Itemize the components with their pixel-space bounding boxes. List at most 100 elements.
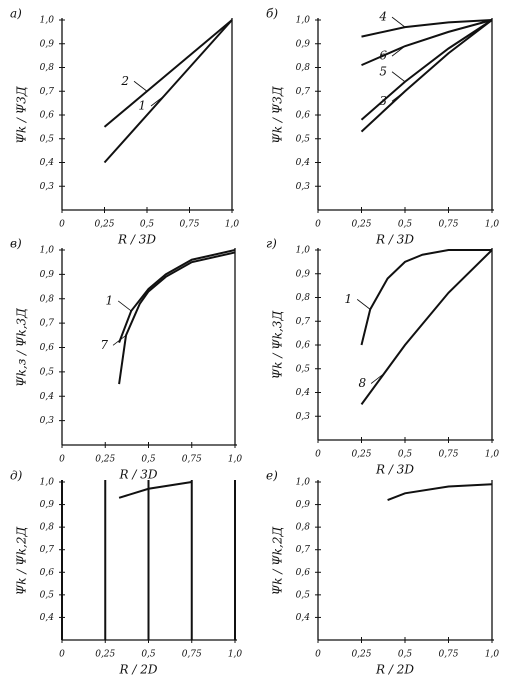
y-tick-label: 0,9 [40, 270, 55, 280]
y-tick-label: 0,7 [296, 317, 311, 327]
y-tick-label: 0,3 [40, 416, 55, 426]
x-axis-label: R / 3D [375, 233, 414, 247]
x-axis-label: R / 3D [119, 468, 158, 482]
y-tick-label: 0,6 [40, 343, 55, 353]
panel-label: а) [10, 7, 22, 21]
x-tick-label: 0,75 [179, 220, 199, 230]
y-tick-label: 0,9 [40, 500, 55, 510]
x-tick-label: 1,0 [485, 220, 500, 230]
y-tick-label: 1,0 [296, 478, 311, 488]
x-tick-label: 0,25 [95, 455, 115, 465]
x-tick-label: 0,25 [95, 650, 115, 660]
x-tick-label: 0,75 [438, 450, 458, 460]
x-tick-label: 0,25 [94, 220, 114, 230]
curve-label: 1 [345, 292, 353, 306]
y-tick-label: 0,6 [40, 111, 55, 121]
y-tick-label: 1,0 [40, 246, 55, 256]
y-axis-label: Ψk,з / Ψk,3Д [15, 308, 29, 387]
curve [360, 249, 492, 346]
y-tick-label: 1,0 [296, 246, 311, 256]
x-tick-label: 0 [59, 650, 65, 660]
y-tick-label: 0,5 [296, 134, 311, 144]
x-tick-label: 0 [315, 220, 321, 230]
leader-line [112, 334, 127, 346]
y-axis-label: Ψk / Ψk,2Д [15, 527, 29, 596]
x-tick-label: 0,5 [398, 450, 413, 460]
y-tick-label: 0,7 [40, 545, 55, 555]
y-tick-label: 0,6 [40, 568, 55, 578]
y-tick-label: 0,5 [296, 364, 311, 374]
y-tick-label: 0,5 [296, 590, 311, 600]
y-tick-label: 0,8 [296, 63, 311, 73]
y-tick-label: 0,9 [296, 39, 311, 49]
y-tick-label: 0,6 [296, 568, 311, 578]
y-tick-label: 1,0 [296, 16, 311, 26]
x-tick-label: 0,75 [182, 455, 202, 465]
x-tick-label: 0,25 [351, 450, 371, 460]
y-tick-label: 0,7 [296, 87, 311, 97]
curve-label: 6 [379, 49, 387, 63]
curve [118, 251, 236, 385]
panel-label: г) [266, 237, 277, 251]
y-tick-label: 0,7 [296, 545, 311, 555]
leader-line [391, 90, 406, 102]
y-tick-label: 0,9 [296, 500, 311, 510]
y-tick-label: 0,4 [40, 392, 55, 402]
x-axis-label: R / 3D [375, 463, 414, 477]
x-tick-label: 0,75 [182, 650, 202, 660]
x-tick-label: 0,5 [140, 220, 155, 230]
y-tick-label: 0,8 [296, 523, 311, 533]
x-tick-label: 0,25 [351, 650, 371, 660]
y-tick-label: 0,8 [40, 523, 55, 533]
curve-label: 1 [106, 293, 114, 307]
x-tick-label: 1,0 [228, 455, 243, 465]
leader-line [391, 16, 406, 28]
leader-line [356, 299, 371, 310]
y-tick-label: 0,5 [40, 134, 55, 144]
y-tick-label: 0,5 [40, 367, 55, 377]
x-axis-label: R / 2D [375, 663, 414, 677]
leader-line [133, 80, 148, 92]
y-tick-label: 1,0 [40, 478, 55, 488]
x-tick-label: 0 [59, 455, 65, 465]
curve [361, 19, 493, 38]
panel-label: в) [10, 237, 22, 251]
curve [118, 481, 192, 499]
y-tick-label: 0,4 [40, 158, 55, 168]
y-tick-label: 0,9 [296, 269, 311, 279]
curve [360, 19, 493, 133]
curve-label: 7 [100, 338, 108, 352]
leader-line [150, 95, 165, 107]
y-axis-label: Ψk / Ψk,3Д [271, 311, 285, 380]
x-axis-label: R / 3D [117, 233, 156, 247]
y-tick-label: 0,6 [296, 341, 311, 351]
leader-line [391, 71, 406, 83]
panel-label: д) [10, 469, 23, 483]
y-tick-label: 0,4 [296, 158, 311, 168]
x-tick-label: 0 [315, 650, 321, 660]
curve-label: 3 [379, 94, 387, 108]
x-tick-label: 0,5 [398, 650, 413, 660]
panel-label: е) [266, 469, 278, 483]
curve [103, 19, 233, 164]
y-tick-label: 0,4 [40, 613, 55, 623]
y-tick-label: 0,4 [296, 388, 311, 398]
y-tick-label: 0,9 [40, 39, 55, 49]
x-axis-label: R / 2D [119, 663, 158, 677]
y-tick-label: 0,3 [40, 182, 55, 192]
curve-label: 2 [120, 74, 129, 88]
y-axis-label: Ψk / Ψ3Д [15, 86, 29, 144]
y-tick-label: 1,0 [40, 16, 55, 26]
x-tick-label: 0,5 [398, 220, 413, 230]
x-tick-label: 0,5 [141, 455, 156, 465]
y-tick-label: 0,5 [40, 590, 55, 600]
y-tick-label: 0,3 [296, 412, 311, 422]
curve [361, 19, 493, 67]
curve [387, 483, 493, 501]
curve [118, 249, 236, 343]
y-tick-label: 0,7 [40, 87, 55, 97]
x-tick-label: 0,75 [438, 650, 458, 660]
x-tick-label: 0,25 [351, 220, 371, 230]
leader-line [391, 45, 406, 57]
